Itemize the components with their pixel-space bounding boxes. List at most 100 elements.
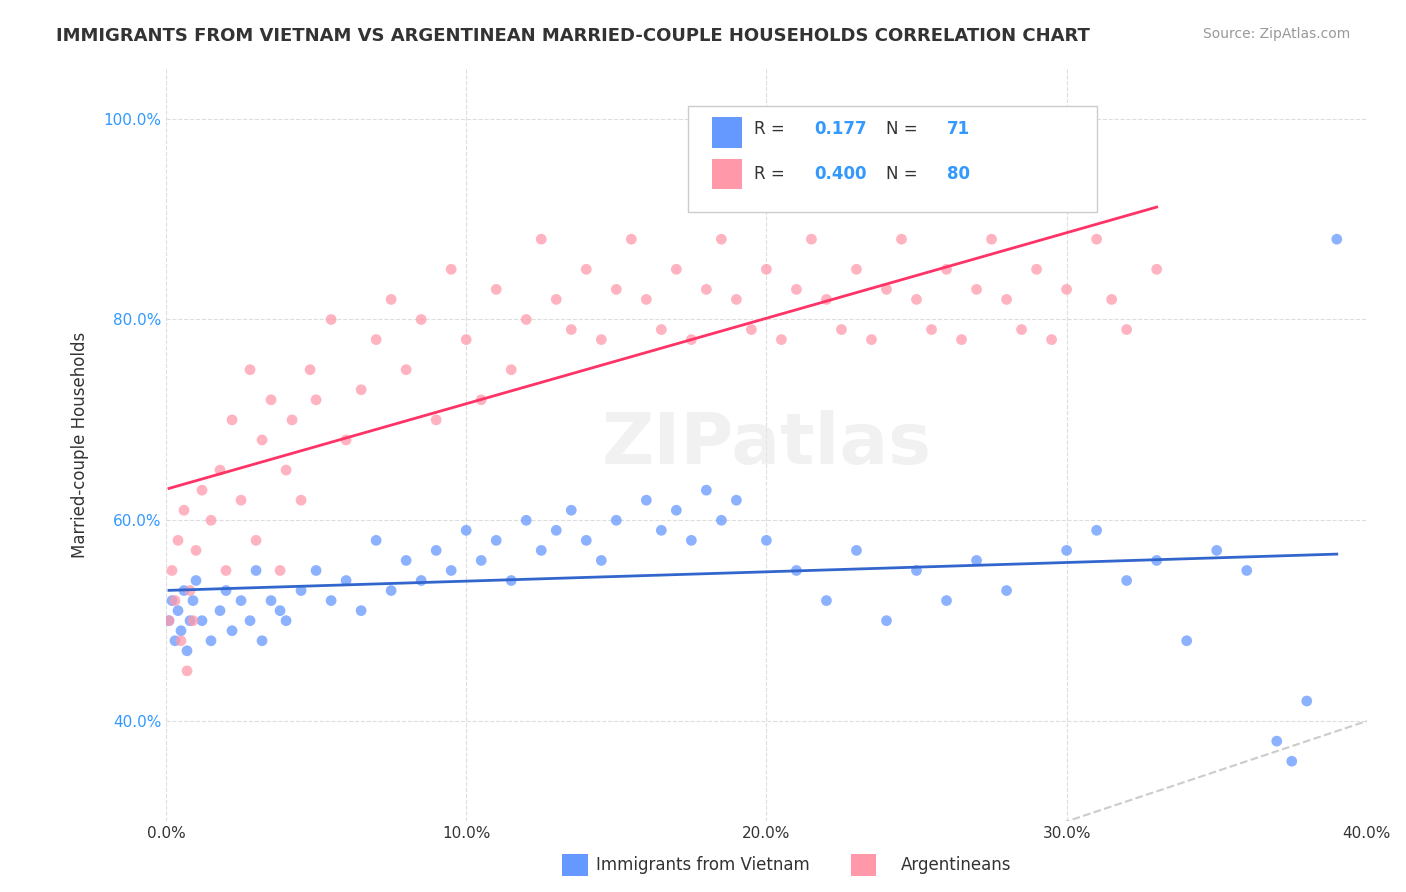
Point xyxy=(546,293,568,307)
Point xyxy=(845,543,868,558)
Point xyxy=(560,322,582,336)
Point xyxy=(299,362,322,376)
Point xyxy=(366,333,388,347)
Point xyxy=(681,533,703,548)
Point xyxy=(1025,262,1047,277)
Point xyxy=(725,493,748,508)
Point xyxy=(179,614,201,628)
Point xyxy=(950,333,973,347)
Point xyxy=(425,413,447,427)
Point xyxy=(1040,333,1063,347)
Point xyxy=(395,362,418,376)
Point xyxy=(167,533,190,548)
Point xyxy=(176,644,198,658)
Point xyxy=(160,593,183,607)
Text: R =: R = xyxy=(755,165,790,183)
Point xyxy=(1265,734,1288,748)
Point xyxy=(620,232,643,246)
Point xyxy=(335,433,357,447)
Point xyxy=(411,574,433,588)
Point xyxy=(665,262,688,277)
Point xyxy=(636,493,658,508)
Point xyxy=(485,282,508,296)
Point xyxy=(681,333,703,347)
Point xyxy=(1146,553,1168,567)
Point xyxy=(830,322,852,336)
Point xyxy=(515,513,537,527)
Point xyxy=(695,483,717,498)
Point xyxy=(695,282,717,296)
Point xyxy=(184,574,207,588)
Point xyxy=(755,533,778,548)
Point xyxy=(281,413,304,427)
Point xyxy=(208,604,231,618)
Point xyxy=(845,262,868,277)
Point xyxy=(380,583,402,598)
Point xyxy=(191,614,214,628)
Point xyxy=(470,392,492,407)
Point xyxy=(319,312,342,326)
Text: ZIPatlas: ZIPatlas xyxy=(602,410,931,480)
Point xyxy=(815,293,838,307)
Point xyxy=(575,533,598,548)
Point xyxy=(160,564,183,578)
Point xyxy=(470,553,492,567)
Point xyxy=(170,633,193,648)
Point xyxy=(250,433,273,447)
Point xyxy=(890,232,912,246)
Point xyxy=(1146,262,1168,277)
Text: 0.177: 0.177 xyxy=(814,120,868,137)
Point xyxy=(770,333,793,347)
Point xyxy=(350,383,373,397)
Point xyxy=(785,564,807,578)
Point xyxy=(163,633,186,648)
Text: N =: N = xyxy=(887,120,924,137)
Point xyxy=(501,574,523,588)
Point xyxy=(274,463,297,477)
Point xyxy=(1056,543,1078,558)
Point xyxy=(905,564,928,578)
Point xyxy=(200,633,222,648)
Point xyxy=(440,262,463,277)
Point xyxy=(800,232,823,246)
Point xyxy=(181,593,204,607)
Point xyxy=(215,564,238,578)
Point xyxy=(560,503,582,517)
Point xyxy=(305,564,328,578)
Point xyxy=(335,574,357,588)
Point xyxy=(605,513,627,527)
Text: 80: 80 xyxy=(946,165,970,183)
Point xyxy=(876,282,898,296)
Text: Argentineans: Argentineans xyxy=(901,856,1011,874)
Point xyxy=(157,614,180,628)
Point xyxy=(1085,232,1108,246)
Point xyxy=(167,604,190,618)
Point xyxy=(245,533,267,548)
Point xyxy=(456,333,478,347)
Point xyxy=(1085,524,1108,538)
Point xyxy=(260,593,283,607)
Point xyxy=(350,604,373,618)
Point xyxy=(860,333,883,347)
Point xyxy=(250,633,273,648)
Point xyxy=(1115,574,1137,588)
Point xyxy=(269,604,291,618)
Point xyxy=(725,293,748,307)
Point xyxy=(995,583,1018,598)
Point xyxy=(1205,543,1227,558)
Point xyxy=(591,553,613,567)
Point xyxy=(163,593,186,607)
Point xyxy=(179,583,201,598)
Point xyxy=(530,543,553,558)
Point xyxy=(184,543,207,558)
Point xyxy=(229,593,252,607)
Point xyxy=(485,533,508,548)
Point xyxy=(380,293,402,307)
Point xyxy=(200,513,222,527)
Point xyxy=(269,564,291,578)
Point xyxy=(1326,232,1348,246)
Point xyxy=(1101,293,1123,307)
Point xyxy=(411,312,433,326)
Point xyxy=(650,524,672,538)
Point xyxy=(305,392,328,407)
